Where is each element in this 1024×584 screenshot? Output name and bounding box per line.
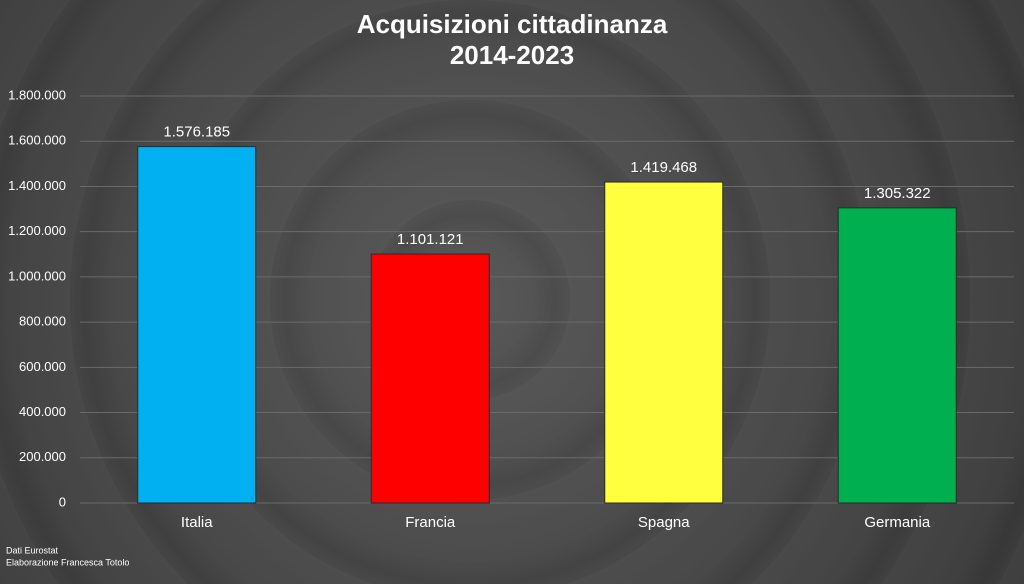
y-tick-label: 1.200.000	[8, 223, 66, 238]
chart-subtitle: 2014-2023	[450, 40, 574, 70]
y-tick-label: 800.000	[19, 314, 66, 329]
bar	[137, 146, 257, 504]
x-tick-label: Italia	[181, 514, 213, 531]
note: Elaborazione Francesca Totolo	[6, 557, 129, 567]
bar	[837, 207, 957, 504]
chart-title: Acquisizioni cittadinanza	[357, 9, 668, 39]
note: Dati Eurostat	[6, 545, 59, 555]
y-tick-label: 1.400.000	[8, 178, 66, 193]
y-tick-label: 200.000	[19, 449, 66, 464]
x-tick-label: Francia	[405, 514, 456, 531]
value-label: 1.305.322	[864, 185, 931, 202]
value-label: 1.419.468	[630, 159, 697, 176]
y-tick-label: 1.000.000	[8, 268, 66, 283]
y-tick-label: 1.600.000	[8, 133, 66, 148]
x-tick-label: Germania	[864, 514, 931, 531]
x-tick-label: Spagna	[638, 514, 690, 531]
y-tick-label: 600.000	[19, 359, 66, 374]
bar	[604, 181, 724, 504]
y-tick-label: 0	[59, 494, 66, 509]
value-label: 1.576.185	[163, 124, 230, 141]
y-tick-label: 400.000	[19, 404, 66, 419]
y-tick-label: 1.800.000	[8, 87, 66, 102]
value-label: 1.101.121	[397, 231, 464, 248]
bar	[370, 253, 490, 504]
